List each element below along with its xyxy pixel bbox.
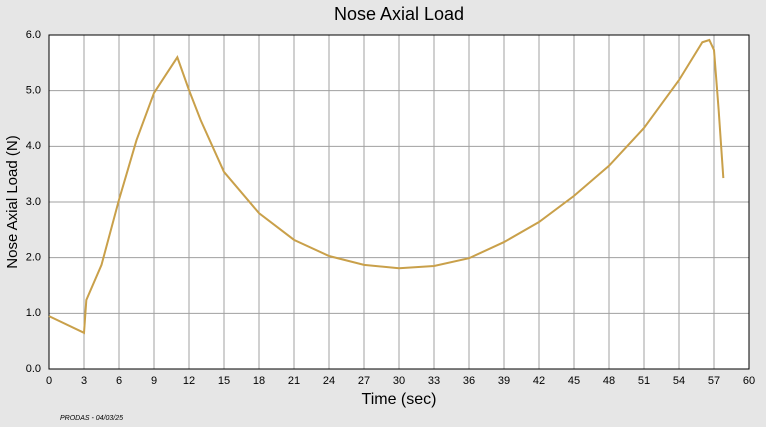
y-tick-label: 5.0 xyxy=(26,85,41,97)
footnote: PRODAS - 04/03/25 xyxy=(60,415,123,422)
y-tick-label: 1.0 xyxy=(26,307,41,319)
x-tick-label: 6 xyxy=(116,375,122,387)
x-tick-label: 18 xyxy=(253,375,265,387)
y-axis-label: Nose Axial Load (N) xyxy=(4,135,21,268)
y-tick-label: 2.0 xyxy=(26,252,41,264)
x-tick-label: 24 xyxy=(323,375,335,387)
x-tick-label: 9 xyxy=(151,375,157,387)
data-line xyxy=(48,38,725,335)
x-tick-label: 21 xyxy=(288,375,300,387)
x-tick-label: 57 xyxy=(708,375,720,387)
plot-border xyxy=(48,34,750,370)
x-tick-label: 42 xyxy=(533,375,545,387)
x-tick-label: 51 xyxy=(638,375,650,387)
y-tick-label: 3.0 xyxy=(26,196,41,208)
x-tick-label: 36 xyxy=(463,375,475,387)
x-axis-label: Time (sec) xyxy=(362,391,437,408)
x-tick-label: 3 xyxy=(81,375,87,387)
chart-title: Nose Axial Load xyxy=(334,4,464,24)
x-tick-label: 27 xyxy=(358,375,370,387)
x-tick-label: 48 xyxy=(603,375,615,387)
x-tick-label: 12 xyxy=(183,375,195,387)
x-tick-label: 33 xyxy=(428,375,440,387)
x-tick-label: 15 xyxy=(218,375,230,387)
x-tick-label: 45 xyxy=(568,375,580,387)
y-tick-label: 0.0 xyxy=(26,363,41,375)
x-tick-label: 60 xyxy=(743,375,755,387)
x-tick-label: 39 xyxy=(498,375,510,387)
y-tick-label: 4.0 xyxy=(26,140,41,152)
x-tick-label: 30 xyxy=(393,375,405,387)
y-tick-label: 6.0 xyxy=(26,29,41,41)
x-tick-label: 54 xyxy=(673,375,685,387)
x-tick-label: 0 xyxy=(46,375,52,387)
